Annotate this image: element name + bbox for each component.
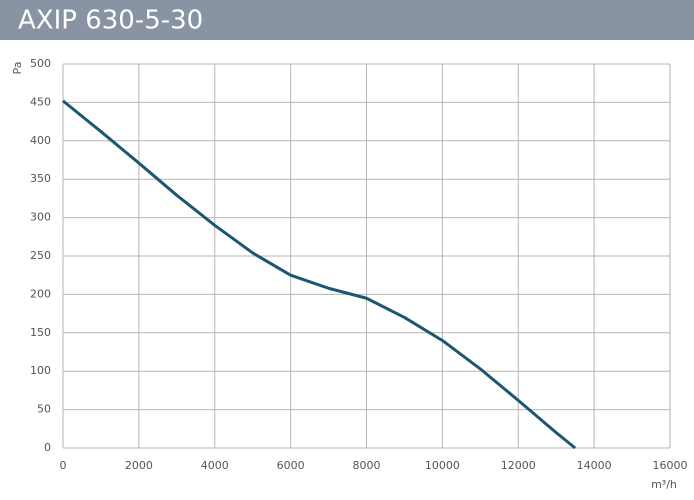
y-tick-label: 100 bbox=[30, 364, 51, 377]
x-tick-label: 12000 bbox=[501, 459, 536, 472]
y-tick-label: 50 bbox=[37, 403, 51, 416]
y-tick-label: 450 bbox=[30, 95, 51, 108]
x-tick-label: 2000 bbox=[125, 459, 153, 472]
chart-title: AXIP 630-5-30 bbox=[18, 6, 203, 36]
header-band bbox=[0, 0, 694, 40]
curve bbox=[62, 99, 577, 450]
y-tick-label: 200 bbox=[30, 287, 51, 300]
x-tick-label: 14000 bbox=[577, 459, 612, 472]
y-tick-label: 500 bbox=[30, 57, 51, 70]
y-tick-label: 400 bbox=[30, 134, 51, 147]
x-tick-label: 8000 bbox=[353, 459, 381, 472]
x-axis-label: m³/h bbox=[651, 478, 677, 491]
y-tick-label: 250 bbox=[30, 249, 51, 262]
y-tick-label: 350 bbox=[30, 172, 51, 185]
x-tick-label: 10000 bbox=[425, 459, 460, 472]
y-tick-label: 150 bbox=[30, 326, 51, 339]
y-tick-label: 300 bbox=[30, 211, 51, 224]
x-tick-label: 6000 bbox=[277, 459, 305, 472]
x-tick-label: 16000 bbox=[653, 459, 688, 472]
x-tick-label: 0 bbox=[60, 459, 67, 472]
y-axis-label: Pa bbox=[11, 62, 24, 75]
x-tick-label: 4000 bbox=[201, 459, 229, 472]
y-tick-label: 0 bbox=[44, 441, 51, 454]
